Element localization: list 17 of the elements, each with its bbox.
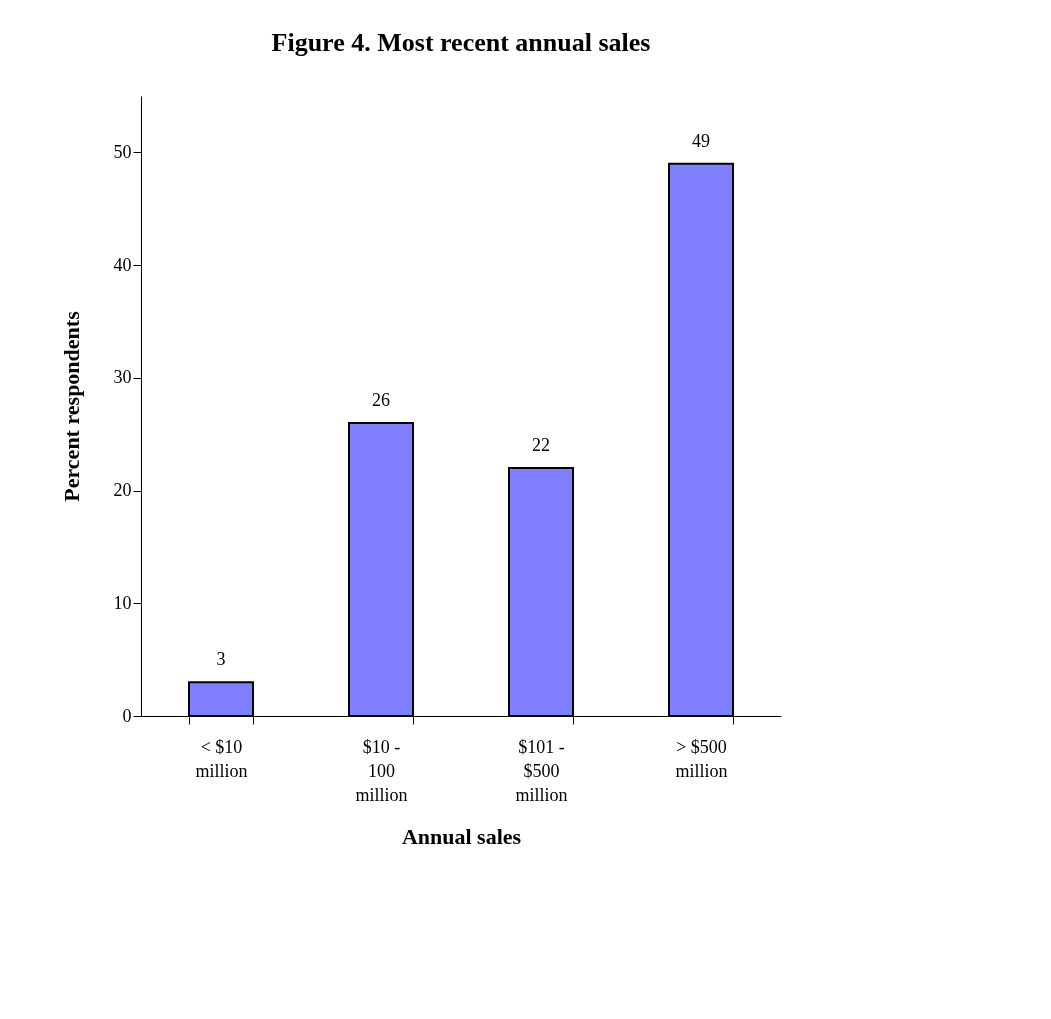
x-tick-label: < $10 million [195,736,248,781]
y-tick-label: 50 [113,141,132,162]
x-axis-title: Annual sales [401,823,522,849]
y-tick-label: 20 [113,480,132,501]
y-tick-label: 40 [113,254,132,275]
data-label: 3 [216,649,226,670]
data-label: 22 [532,435,550,455]
y-tick-label: 10 [113,592,132,613]
data-label: 26 [372,389,390,410]
x-tick-label: > $500 million [675,736,728,781]
y-axis-title: Percent respondents [58,310,84,502]
x-tick-label: $10 - 100 million [355,736,408,805]
data-label: 49 [692,130,710,151]
chart-title: Figure 4. Most recent annual sales [271,28,651,57]
y-tick-label: 0 [122,705,132,726]
x-tick-label: $101 - $500 million [515,736,568,805]
y-tick-label: 30 [113,367,132,388]
